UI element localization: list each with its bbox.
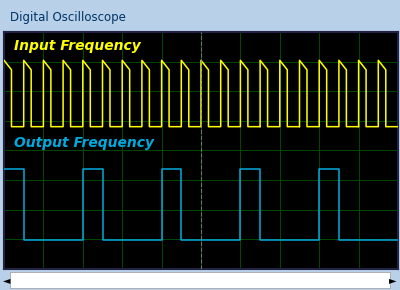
FancyBboxPatch shape [10,272,390,288]
Text: ◄: ◄ [3,275,11,285]
Text: Input Frequency: Input Frequency [14,39,141,53]
Text: ►: ► [389,275,397,285]
Text: Digital Oscilloscope: Digital Oscilloscope [10,11,126,24]
Text: Output Frequency: Output Frequency [14,136,154,150]
